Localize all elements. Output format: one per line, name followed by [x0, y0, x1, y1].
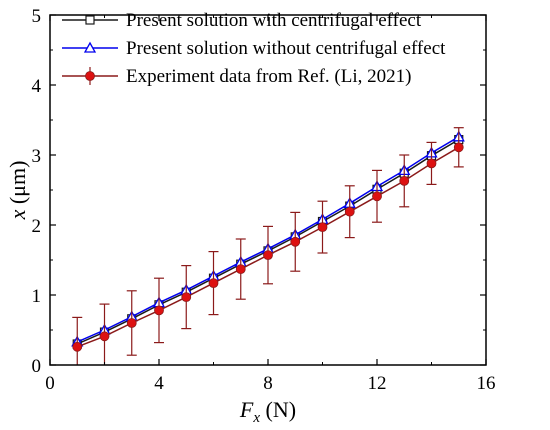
- data-point-circle: [290, 236, 301, 247]
- x-tick-label: 0: [45, 373, 55, 394]
- legend-label-with-centrifugal: Present solution with centrifugal effect: [126, 10, 422, 31]
- data-point-circle: [154, 305, 164, 316]
- y-tick-label: 1: [32, 286, 42, 307]
- x-tick-label: 8: [263, 373, 273, 394]
- legend-item-experiment: Experiment data from Ref. (Li, 2021): [62, 66, 411, 87]
- series-experiment: [72, 127, 464, 365]
- legend: Present solution with centrifugal effect…: [62, 10, 446, 87]
- data-point-circle: [72, 341, 83, 352]
- data-point-circle: [181, 292, 192, 303]
- x-axis-title: Fx (N): [239, 397, 296, 426]
- data-point-circle: [453, 142, 464, 153]
- legend-label-without-centrifugal: Present solution without centrifugal eff…: [126, 38, 446, 59]
- data-point-circle: [208, 278, 219, 289]
- data-point-circle: [317, 222, 328, 233]
- y-tick-label: 2: [32, 216, 42, 237]
- data-point-circle: [235, 264, 246, 275]
- data-point-circle: [426, 158, 437, 169]
- legend-item-without-centrifugal: Present solution without centrifugal eff…: [62, 38, 446, 59]
- data-point-circle: [344, 206, 355, 217]
- legend-marker-triangle: [83, 41, 97, 53]
- data-point-circle: [399, 175, 410, 186]
- series-layer: [71, 127, 465, 365]
- data-point-circle: [263, 250, 273, 261]
- x-tick-label: 12: [368, 373, 387, 394]
- x-tick-label: 4: [154, 373, 164, 394]
- y-axis-title: x (μm): [5, 161, 30, 221]
- legend-marker-square: [85, 15, 95, 25]
- legend-marker-circle: [85, 71, 95, 81]
- data-point-circle: [126, 318, 137, 328]
- data-point-circle: [99, 331, 110, 342]
- y-tick-label: 4: [32, 76, 42, 97]
- legend-label-experiment: Experiment data from Ref. (Li, 2021): [126, 66, 411, 87]
- y-tick-label: 5: [32, 6, 42, 27]
- x-tick-label: 16: [477, 373, 496, 394]
- y-tick-label: 3: [32, 146, 42, 167]
- data-point-circle: [372, 191, 382, 202]
- legend-item-with-centrifugal: Present solution with centrifugal effect: [62, 10, 422, 31]
- y-tick-label: 0: [32, 356, 42, 377]
